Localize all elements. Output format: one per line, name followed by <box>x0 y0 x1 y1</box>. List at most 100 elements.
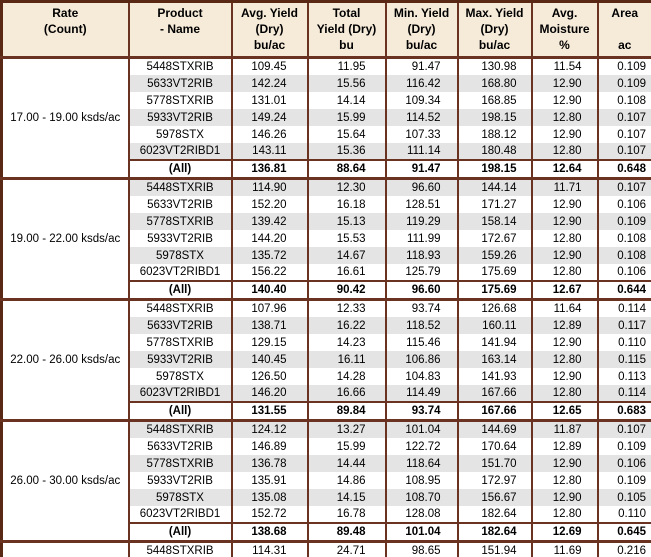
avg-yield-cell: 152.72 <box>230 506 309 523</box>
min-yield-cell: 122.72 <box>384 438 459 455</box>
product-data-row: 17.00 - 19.00 ksds/ac 5448STXRIB 109.45 11.… <box>0 57 651 180</box>
area-cell: 0.106 <box>596 264 651 281</box>
moisture-cell: 12.90 <box>530 92 599 109</box>
min-yield-cell: 98.65 <box>384 541 459 557</box>
moisture-cell: 12.80 <box>530 230 599 247</box>
area-cell: 0.106 <box>596 196 651 213</box>
product-cell: 5933VT2RIB <box>127 109 233 126</box>
moisture-cell: 11.87 <box>530 420 599 438</box>
avg-yield-cell: 109.45 <box>230 57 309 75</box>
group-total-row: (All) 138.68 89.48 101.04 182.64 12.69 0.645 <box>2 522 651 543</box>
product-cell: (All) <box>127 159 233 180</box>
product-data-row: 5933VT2RIB 135.91 14.86 108.95 172.97 12.80 0.… <box>2 472 651 489</box>
min-yield-cell: 93.74 <box>384 299 459 317</box>
total-yield-cell: 15.53 <box>306 230 387 247</box>
min-yield-cell: 119.29 <box>384 213 459 230</box>
total-yield-cell: 88.64 <box>306 159 387 180</box>
min-yield-cell: 128.08 <box>384 506 459 523</box>
product-data-row: 5978STX 135.08 14.15 108.70 156.67 12.90 0.105 <box>2 489 651 506</box>
total-yield-cell: 15.36 <box>306 143 387 160</box>
total-yield-cell: 15.56 <box>306 75 387 92</box>
area-cell: 0.108 <box>596 230 651 247</box>
max-yield-cell: 158.14 <box>456 213 533 230</box>
max-yield-cell: 182.64 <box>456 506 533 523</box>
product-data-row: 19.00 - 22.00 ksds/ac 5448STXRIB 114.90 12.… <box>0 178 651 301</box>
area-cell: 0.108 <box>596 92 651 109</box>
moisture-cell: 12.65 <box>530 401 599 422</box>
moisture-cell: 12.89 <box>530 317 599 334</box>
moisture-cell: 12.80 <box>530 264 599 281</box>
product-cell: 5978STX <box>127 489 233 506</box>
area-cell: 0.644 <box>596 280 651 301</box>
total-yield-cell: 89.84 <box>306 401 387 422</box>
max-yield-cell: 144.14 <box>456 178 533 196</box>
avg-yield-cell: 135.91 <box>230 472 309 489</box>
product-cell: 5778STXRIB <box>127 455 233 472</box>
product-cell: 5448STXRIB <box>127 420 233 438</box>
max-yield-cell: 172.67 <box>456 230 533 247</box>
product-data-row: 5633VT2RIB 138.71 16.22 118.52 160.11 12.89 0.… <box>2 317 651 334</box>
avg-yield-cell: 152.20 <box>230 196 309 213</box>
min-yield-cell: 101.04 <box>384 420 459 438</box>
min-yield-cell: 96.60 <box>384 280 459 301</box>
max-yield-cell: 188.12 <box>456 126 533 143</box>
avg-yield-cell: 131.01 <box>230 92 309 109</box>
area-cell: 0.645 <box>596 522 651 543</box>
area-cell: 0.648 <box>596 159 651 180</box>
moisture-cell: 12.80 <box>530 109 599 126</box>
moisture-cell: 12.90 <box>530 126 599 143</box>
column-header-rate: Rate (Count) <box>0 0 130 59</box>
header-row: Rate (Count) Product - Name Avg. Yield (… <box>0 0 651 59</box>
min-yield-cell: 93.74 <box>384 401 459 422</box>
moisture-cell: 11.54 <box>530 57 599 75</box>
product-cell: 6023VT2RIBD1 <box>127 264 233 281</box>
total-yield-cell: 89.48 <box>306 522 387 543</box>
max-yield-cell: 167.66 <box>456 385 533 402</box>
total-yield-cell: 14.15 <box>306 489 387 506</box>
product-data-row: 5778STXRIB 131.01 14.14 109.34 168.85 12.90 0.… <box>2 92 651 109</box>
min-yield-cell: 104.83 <box>384 368 459 385</box>
product-data-row: 5933VT2RIB 149.24 15.99 114.52 198.15 12.80 0.… <box>2 109 651 126</box>
max-yield-cell: 198.15 <box>456 109 533 126</box>
max-yield-cell: 167.66 <box>456 401 533 422</box>
product-data-row: 5778STXRIB 129.15 14.23 115.46 141.94 12.90 0.… <box>2 334 651 351</box>
min-yield-cell: 114.49 <box>384 385 459 402</box>
avg-yield-cell: 114.31 <box>230 541 309 557</box>
group-total-row: (All) 136.81 88.64 91.47 198.15 12.64 0.648 <box>2 159 651 180</box>
moisture-cell: 12.67 <box>530 280 599 301</box>
product-data-row: 6023VT2RIBD1 156.22 16.61 125.79 175.69 12.80… <box>2 264 651 281</box>
min-yield-cell: 128.51 <box>384 196 459 213</box>
min-yield-cell: 111.14 <box>384 143 459 160</box>
avg-yield-cell: 135.72 <box>230 247 309 264</box>
total-yield-cell: 11.95 <box>306 57 387 75</box>
max-yield-cell: 172.97 <box>456 472 533 489</box>
area-cell: 0.110 <box>596 334 651 351</box>
max-yield-cell: 180.48 <box>456 143 533 160</box>
area-cell: 0.110 <box>596 506 651 523</box>
product-cell: 6023VT2RIBD1 <box>127 143 233 160</box>
total-yield-cell: 12.30 <box>306 178 387 196</box>
rate-group-cell-empty <box>0 541 130 557</box>
area-cell: 0.106 <box>596 455 651 472</box>
area-cell: 0.216 <box>596 541 651 557</box>
product-cell: (All) <box>127 280 233 301</box>
min-yield-cell: 96.60 <box>384 178 459 196</box>
product-cell: 5448STXRIB <box>127 541 233 557</box>
moisture-cell: 12.80 <box>530 351 599 368</box>
product-cell: 5633VT2RIB <box>127 196 233 213</box>
avg-yield-cell: 136.78 <box>230 455 309 472</box>
total-yield-cell: 14.67 <box>306 247 387 264</box>
avg-yield-cell: 143.11 <box>230 143 309 160</box>
column-header-moisture: Avg. Moisture % <box>530 0 599 59</box>
product-cell: (All) <box>127 522 233 543</box>
moisture-cell: 12.90 <box>530 213 599 230</box>
product-cell: 5633VT2RIB <box>127 438 233 455</box>
product-data-row-partial: 5448STXRIB 114.31 24.71 98.65 151.94 11.69 0.2… <box>0 541 651 557</box>
product-cell: 5778STXRIB <box>127 213 233 230</box>
total-yield-cell: 14.23 <box>306 334 387 351</box>
moisture-cell: 12.80 <box>530 472 599 489</box>
product-data-row: 5633VT2RIB 142.24 15.56 116.42 168.80 12.90 0.… <box>2 75 651 92</box>
column-header-min-yield: Min. Yield (Dry) bu/ac <box>384 0 459 59</box>
product-cell: 6023VT2RIBD1 <box>127 506 233 523</box>
product-cell: 6023VT2RIBD1 <box>127 385 233 402</box>
